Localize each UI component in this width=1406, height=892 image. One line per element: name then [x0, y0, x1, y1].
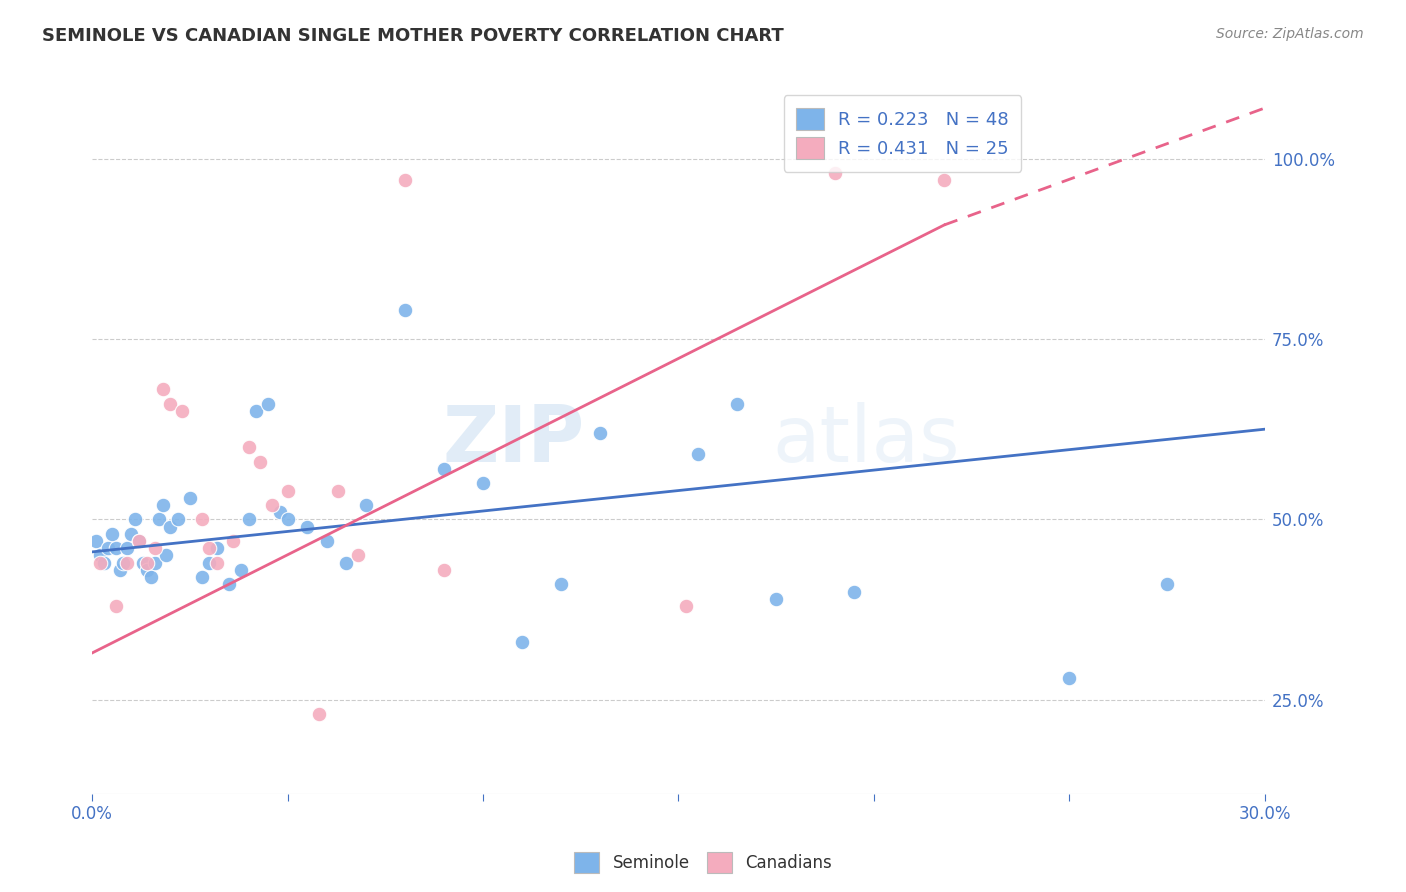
Point — [159, 519, 181, 533]
Text: SEMINOLE VS CANADIAN SINGLE MOTHER POVERTY CORRELATION CHART: SEMINOLE VS CANADIAN SINGLE MOTHER POVER… — [42, 27, 785, 45]
Legend: Seminole, Canadians: Seminole, Canadians — [568, 846, 838, 880]
Point — [120, 526, 142, 541]
Point — [934, 173, 956, 187]
Point — [354, 498, 377, 512]
Text: atlas: atlas — [772, 402, 960, 478]
Point — [190, 570, 212, 584]
Point — [328, 483, 350, 498]
Point — [124, 512, 146, 526]
Point — [89, 556, 111, 570]
Point — [335, 556, 357, 570]
Point — [84, 534, 107, 549]
Point — [472, 476, 495, 491]
Point — [112, 556, 135, 570]
Point — [269, 505, 291, 519]
Point — [104, 541, 127, 556]
Point — [89, 549, 111, 563]
Point — [198, 556, 221, 570]
Point — [1156, 577, 1178, 591]
Point — [117, 556, 139, 570]
Point — [510, 635, 533, 649]
Point — [315, 534, 337, 549]
Point — [93, 556, 115, 570]
Point — [433, 563, 456, 577]
Point — [97, 541, 120, 556]
Point — [222, 534, 245, 549]
Point — [433, 462, 456, 476]
Point — [179, 491, 201, 505]
Point — [308, 707, 330, 722]
Point — [172, 404, 194, 418]
Text: ZIP: ZIP — [443, 402, 585, 478]
Point — [128, 534, 150, 549]
Point — [394, 303, 416, 318]
Point — [207, 541, 229, 556]
Point — [190, 512, 212, 526]
Point — [257, 397, 280, 411]
Point — [108, 563, 131, 577]
Point — [139, 570, 162, 584]
Point — [277, 483, 299, 498]
Point — [159, 397, 181, 411]
Point — [686, 447, 709, 461]
Point — [100, 526, 122, 541]
Point — [844, 584, 866, 599]
Point — [394, 173, 416, 187]
Point — [295, 519, 318, 533]
Point — [245, 404, 267, 418]
Point — [824, 166, 846, 180]
Point — [117, 541, 139, 556]
Point — [249, 455, 271, 469]
Point — [198, 541, 221, 556]
Point — [550, 577, 572, 591]
Point — [135, 563, 157, 577]
Point — [104, 599, 127, 613]
Point — [260, 498, 283, 512]
Point — [152, 383, 174, 397]
Point — [725, 397, 748, 411]
Point — [152, 498, 174, 512]
Point — [207, 556, 229, 570]
Point — [218, 577, 240, 591]
Point — [143, 541, 166, 556]
Point — [347, 549, 370, 563]
Point — [589, 425, 612, 440]
Legend: R = 0.223   N = 48, R = 0.431   N = 25: R = 0.223 N = 48, R = 0.431 N = 25 — [783, 95, 1021, 172]
Point — [277, 512, 299, 526]
Point — [167, 512, 190, 526]
Point — [238, 440, 260, 454]
Point — [132, 556, 155, 570]
Point — [155, 549, 177, 563]
Point — [143, 556, 166, 570]
Point — [135, 556, 157, 570]
Point — [148, 512, 170, 526]
Point — [128, 534, 150, 549]
Point — [229, 563, 252, 577]
Text: Source: ZipAtlas.com: Source: ZipAtlas.com — [1216, 27, 1364, 41]
Point — [1059, 671, 1081, 685]
Point — [765, 591, 787, 606]
Point — [675, 599, 697, 613]
Point — [238, 512, 260, 526]
